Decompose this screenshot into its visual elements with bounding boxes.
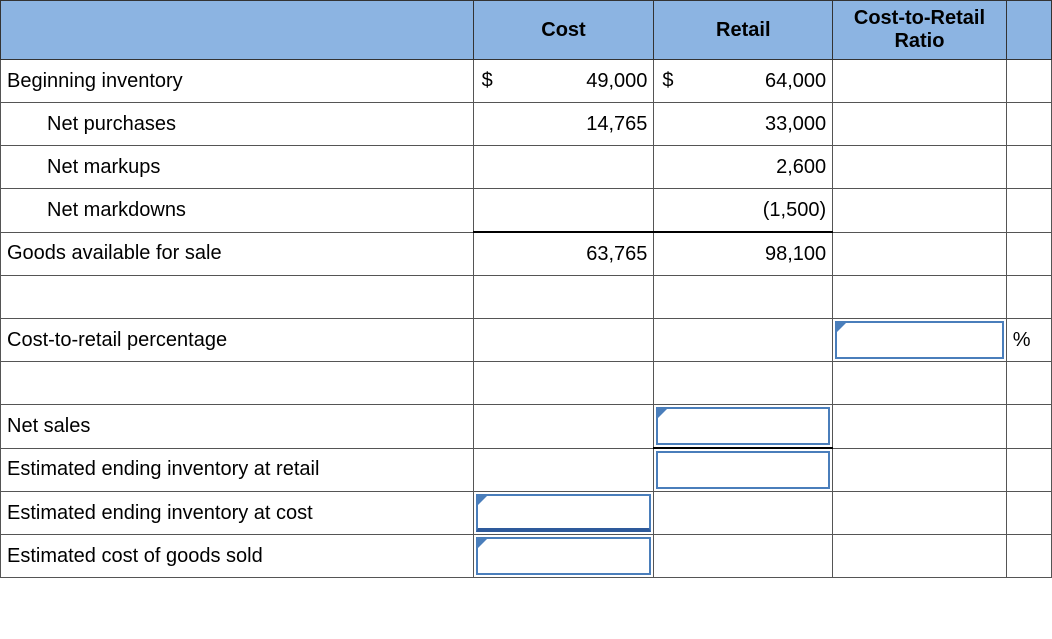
row-blank-2 [1, 362, 1052, 405]
pct-cell [1006, 103, 1051, 146]
pct-cell [1006, 535, 1051, 578]
label-net-markdowns: Net markdowns [1, 189, 474, 233]
header-row: Cost Retail Cost-to-Retail Ratio [1, 1, 1052, 60]
label-ctr-percentage: Cost-to-retail percentage [1, 319, 474, 362]
retail-net-markups: 2,600 [654, 146, 833, 189]
ratio-input-cell [833, 319, 1007, 362]
row-blank-1 [1, 276, 1052, 319]
row-ctr-percentage: Cost-to-retail percentage % [1, 319, 1052, 362]
header-retail: Retail [654, 1, 833, 60]
ratio-cell [833, 60, 1007, 103]
label-net-purchases: Net purchases [1, 103, 474, 146]
ratio-cell [833, 405, 1007, 449]
label-est-end-retail: Estimated ending inventory at retail [1, 448, 474, 492]
est-end-cost-input[interactable] [476, 494, 652, 532]
est-end-retail-input[interactable] [656, 451, 830, 489]
label-goods-available: Goods available for sale [1, 232, 474, 276]
blank-label [1, 362, 474, 405]
cost-est-cogs-cell [473, 535, 654, 578]
blank-cost [473, 362, 654, 405]
row-net-purchases: Net purchases 14,765 33,000 [1, 103, 1052, 146]
ratio-cell [833, 146, 1007, 189]
blank-label [1, 276, 474, 319]
pct-cell [1006, 492, 1051, 535]
cost-net-markups [473, 146, 654, 189]
retail-net-markdowns: (1,500) [654, 189, 833, 233]
blank-pct [1006, 276, 1051, 319]
label-beginning-inventory: Beginning inventory [1, 60, 474, 103]
pct-cell [1006, 189, 1051, 233]
blank-cost [473, 276, 654, 319]
cost-est-end-retail [473, 448, 654, 492]
est-cogs-input[interactable] [476, 537, 652, 575]
blank-retail [654, 362, 833, 405]
pct-symbol: % [1006, 319, 1051, 362]
cost-ctr [473, 319, 654, 362]
row-net-markups: Net markups 2,600 [1, 146, 1052, 189]
row-goods-available: Goods available for sale 63,765 98,100 [1, 232, 1052, 276]
retail-ctr [654, 319, 833, 362]
header-ratio: Cost-to-Retail Ratio [833, 1, 1007, 60]
row-est-end-cost: Estimated ending inventory at cost [1, 492, 1052, 535]
label-est-cogs: Estimated cost of goods sold [1, 535, 474, 578]
blank-ratio [833, 362, 1007, 405]
retail-cell [654, 492, 833, 535]
blank-pct [1006, 362, 1051, 405]
label-net-markups: Net markups [1, 146, 474, 189]
blank-retail [654, 276, 833, 319]
header-cost: Cost [473, 1, 654, 60]
row-beginning-inventory: Beginning inventory $ 49,000 $ 64,000 [1, 60, 1052, 103]
label-net-sales: Net sales [1, 405, 474, 449]
blank-ratio [833, 276, 1007, 319]
retail-method-table: Cost Retail Cost-to-Retail Ratio Beginni… [0, 0, 1052, 578]
retail-value: 64,000 [765, 70, 826, 92]
ratio-input[interactable] [835, 321, 1004, 359]
ratio-cell [833, 492, 1007, 535]
cost-net-sales [473, 405, 654, 449]
cost-goods-available: 63,765 [473, 232, 654, 276]
header-blank [1, 1, 474, 60]
ratio-cell [833, 189, 1007, 233]
currency-symbol: $ [662, 70, 673, 93]
ratio-cell [833, 103, 1007, 146]
retail-beginning-inventory: $ 64,000 [654, 60, 833, 103]
cost-net-purchases: 14,765 [473, 103, 654, 146]
row-net-sales: Net sales [1, 405, 1052, 449]
net-sales-input[interactable] [656, 407, 830, 445]
ratio-cell [833, 535, 1007, 578]
cost-net-markdowns [473, 189, 654, 233]
pct-cell [1006, 146, 1051, 189]
ratio-cell [833, 232, 1007, 276]
label-est-end-cost: Estimated ending inventory at cost [1, 492, 474, 535]
cost-est-end-cost-cell [473, 492, 654, 535]
pct-cell [1006, 448, 1051, 492]
pct-cell [1006, 60, 1051, 103]
retail-net-sales-cell [654, 405, 833, 449]
retail-goods-available: 98,100 [654, 232, 833, 276]
pct-cell [1006, 232, 1051, 276]
cost-beginning-inventory: $ 49,000 [473, 60, 654, 103]
row-net-markdowns: Net markdowns (1,500) [1, 189, 1052, 233]
currency-symbol: $ [482, 70, 493, 93]
ratio-cell [833, 448, 1007, 492]
header-pct-blank [1006, 1, 1051, 60]
retail-est-end-retail-cell [654, 448, 833, 492]
retail-net-purchases: 33,000 [654, 103, 833, 146]
row-est-end-retail: Estimated ending inventory at retail [1, 448, 1052, 492]
retail-cell [654, 535, 833, 578]
row-est-cogs: Estimated cost of goods sold [1, 535, 1052, 578]
pct-cell [1006, 405, 1051, 449]
cost-value: 49,000 [586, 70, 647, 92]
